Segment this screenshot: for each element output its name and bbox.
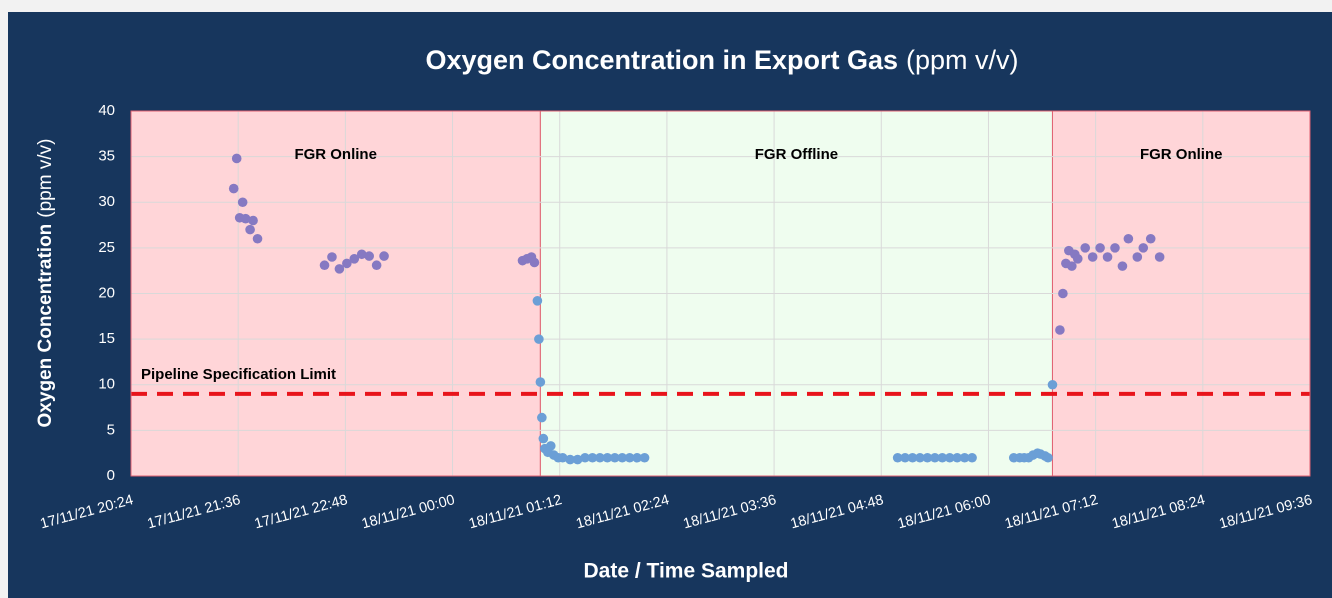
data-point xyxy=(907,452,918,463)
data-point xyxy=(240,213,251,224)
y-tick-label: 15 xyxy=(98,330,115,347)
data-point xyxy=(327,252,337,262)
data-point xyxy=(557,452,568,463)
data-point xyxy=(1043,452,1053,463)
data-point xyxy=(1080,243,1091,253)
data-point xyxy=(534,334,544,344)
data-point xyxy=(364,251,374,261)
region-label: FGR Online xyxy=(1140,146,1223,163)
y-axis-label-group: Oxygen Concentration (ppm v/v) xyxy=(35,139,56,428)
data-point xyxy=(967,452,977,463)
data-point xyxy=(1067,261,1077,271)
data-point xyxy=(572,454,583,465)
data-point xyxy=(1117,261,1128,271)
data-point xyxy=(595,452,605,463)
x-axis-label: Date / Time Sampled xyxy=(583,560,788,583)
data-point xyxy=(565,454,575,465)
data-point xyxy=(639,452,650,463)
plot-border xyxy=(130,110,1311,477)
data-point xyxy=(1132,252,1143,262)
data-point xyxy=(319,260,330,271)
data-point xyxy=(922,452,933,463)
data-point xyxy=(1154,252,1165,262)
y-tick-label: 25 xyxy=(98,239,115,256)
data-point xyxy=(535,377,546,387)
data-point xyxy=(959,452,970,463)
data-point xyxy=(632,452,642,463)
data-point xyxy=(1102,252,1113,262)
data-point xyxy=(944,452,955,463)
data-point xyxy=(610,452,620,463)
data-point xyxy=(1047,379,1058,390)
data-point xyxy=(379,251,389,261)
chart-title: Oxygen Concentration in Export Gas xyxy=(425,45,898,75)
data-point xyxy=(537,412,547,423)
data-point xyxy=(231,153,242,164)
data-point xyxy=(1095,243,1105,253)
y-tick-label: 20 xyxy=(98,284,115,301)
y-axis-label: Oxygen Concentration xyxy=(35,224,56,428)
data-point xyxy=(915,452,925,463)
data-point xyxy=(624,452,635,463)
y-axis-label-unit: (ppm v/v) xyxy=(35,139,56,218)
chart-title-group: Oxygen Concentration in Export Gas (ppm v… xyxy=(425,45,1018,75)
data-point xyxy=(228,183,239,194)
data-point xyxy=(529,257,540,268)
data-point xyxy=(349,254,360,264)
data-point xyxy=(930,452,940,463)
data-point xyxy=(245,224,255,235)
data-point xyxy=(532,296,543,306)
y-tick-label: 0 xyxy=(107,467,115,484)
data-point xyxy=(1123,233,1134,244)
data-point xyxy=(617,452,628,463)
data-point xyxy=(237,197,248,208)
y-tick-label: 30 xyxy=(98,193,115,210)
data-point xyxy=(545,441,556,451)
y-tick-label: 10 xyxy=(98,376,115,393)
region-label: FGR Offline xyxy=(755,146,838,163)
data-point xyxy=(252,233,263,244)
data-point xyxy=(1055,325,1065,335)
data-point xyxy=(587,452,598,463)
data-point xyxy=(892,452,903,463)
data-point xyxy=(1058,288,1068,299)
region-label: FGR Online xyxy=(294,146,377,163)
data-point xyxy=(900,452,910,463)
y-tick-label: 35 xyxy=(98,148,115,165)
data-point xyxy=(342,258,352,269)
data-point xyxy=(356,249,367,260)
threshold-label: Pipeline Specification Limit xyxy=(141,366,336,383)
data-point xyxy=(1145,233,1156,244)
chart-title-unit: (ppm v/v) xyxy=(906,45,1019,75)
data-point xyxy=(952,452,962,463)
data-point xyxy=(538,433,549,444)
data-point xyxy=(602,452,613,463)
data-point xyxy=(937,452,948,463)
data-point xyxy=(248,215,258,226)
y-tick-label: 5 xyxy=(107,421,115,438)
data-point xyxy=(1087,252,1098,262)
data-point xyxy=(1110,243,1120,253)
data-point xyxy=(371,260,382,271)
data-point xyxy=(1138,243,1149,253)
data-point xyxy=(1072,254,1083,264)
y-tick-label: 40 xyxy=(98,102,115,119)
data-point xyxy=(334,264,345,274)
data-point xyxy=(580,452,590,463)
